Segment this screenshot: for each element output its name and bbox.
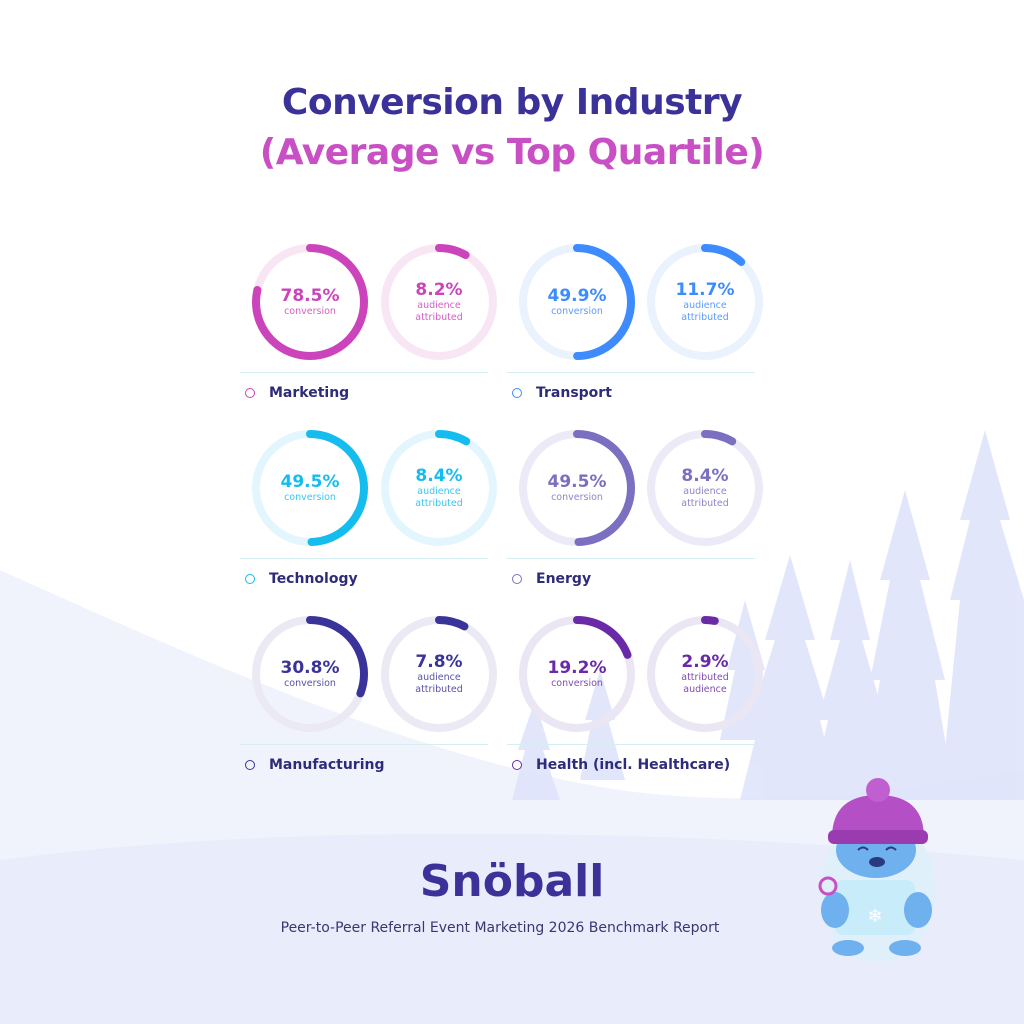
report-title: Peer-to-Peer Referral Event Marketing 20…	[280, 920, 720, 936]
legend-ring-icon	[512, 574, 522, 584]
technology-audience-donut: 8.4% audience attributed	[379, 428, 499, 548]
donut-value: 49.5%	[547, 472, 607, 492]
health-incl-healthcare-conversion-arc	[519, 616, 635, 732]
energy-conversion-arc	[519, 430, 635, 546]
legend-ring-icon	[245, 388, 255, 398]
donut-value: 2.9%	[681, 652, 729, 672]
donut-caption: conversion	[284, 306, 336, 317]
industry-name: Transport	[536, 385, 612, 401]
divider	[507, 372, 755, 373]
transport-conversion-donut: 49.9% conversion	[517, 242, 637, 362]
technology-conversion-donut: 49.5% conversion	[250, 428, 370, 548]
donut-caption: conversion	[284, 678, 336, 689]
donut-caption: audience	[417, 672, 461, 683]
donut-value: 8.2%	[415, 280, 463, 300]
svg-text:❄: ❄	[867, 906, 882, 927]
donut-caption: audience	[417, 486, 461, 497]
health-incl-healthcare-label: Health (incl. Healthcare)	[512, 757, 730, 773]
manufacturing-label: Manufacturing	[245, 757, 385, 773]
brand-logo: Snöball	[419, 856, 605, 907]
marketing-conversion-donut: 78.5% conversion	[250, 242, 370, 362]
divider	[507, 558, 755, 559]
donut-caption: attributed	[681, 312, 729, 323]
donut-caption: audience	[683, 300, 727, 311]
transport-audience-arc	[647, 244, 763, 360]
page-subtitle: (Average vs Top Quartile)	[259, 132, 765, 173]
transport-conversion-arc	[519, 244, 635, 360]
donut-caption: audience	[683, 684, 727, 695]
yeti-mascot-icon: ❄	[818, 778, 936, 962]
donut-value: 8.4%	[415, 466, 463, 486]
energy-conversion-donut: 49.5% conversion	[517, 428, 637, 548]
manufacturing-conversion-arc	[252, 616, 368, 732]
health-incl-healthcare-audience-donut: 2.9% attributed audience	[645, 614, 765, 734]
industry-name: Health (incl. Healthcare)	[536, 757, 731, 773]
donut-value: 7.8%	[415, 652, 463, 672]
donut-caption: attributed	[415, 498, 463, 509]
energy-audience-arc	[647, 430, 763, 546]
legend-ring-icon	[245, 574, 255, 584]
donut-value: 49.5%	[280, 472, 340, 492]
energy-audience-donut: 8.4% audience attributed	[645, 428, 765, 548]
divider	[240, 372, 488, 373]
marketing-audience-donut: 8.2% audience attributed	[379, 242, 499, 362]
donut-caption: conversion	[284, 492, 336, 503]
health-incl-healthcare-audience-arc	[647, 616, 763, 732]
donut-caption: attributed	[681, 498, 729, 509]
industry-name: Manufacturing	[269, 757, 385, 773]
marketing-conversion-arc	[252, 244, 368, 360]
divider	[507, 744, 755, 745]
donut-value: 30.8%	[280, 658, 340, 678]
donut-caption: conversion	[551, 678, 603, 689]
energy-label: Energy	[512, 571, 591, 587]
donut-value: 19.2%	[547, 658, 607, 678]
donut-value: 8.4%	[681, 466, 729, 486]
legend-ring-icon	[512, 760, 522, 770]
divider	[240, 744, 488, 745]
donut-value: 49.9%	[547, 286, 607, 306]
technology-label: Technology	[245, 571, 358, 587]
health-incl-healthcare-conversion-donut: 19.2% conversion	[517, 614, 637, 734]
marketing-audience-arc	[381, 244, 497, 360]
transport-audience-donut: 11.7% audience attributed	[645, 242, 765, 362]
donut-caption: audience	[417, 300, 461, 311]
technology-audience-arc	[381, 430, 497, 546]
industry-name: Technology	[269, 571, 358, 587]
donut-caption: attributed	[415, 684, 463, 695]
manufacturing-conversion-donut: 30.8% conversion	[250, 614, 370, 734]
page-title: Conversion by Industry	[281, 82, 743, 123]
donut-value: 78.5%	[280, 286, 340, 306]
industry-name: Energy	[536, 571, 592, 587]
donut-caption: attributed	[681, 672, 729, 683]
legend-ring-icon	[512, 388, 522, 398]
donut-caption: attributed	[415, 312, 463, 323]
donut-caption: audience	[683, 486, 727, 497]
transport-label: Transport	[512, 385, 612, 401]
donut-caption: conversion	[551, 492, 603, 503]
manufacturing-audience-arc	[381, 616, 497, 732]
donut-value: 11.7%	[675, 280, 735, 300]
industry-name: Marketing	[269, 385, 350, 401]
legend-ring-icon	[245, 760, 255, 770]
technology-conversion-arc	[252, 430, 368, 546]
divider	[240, 558, 488, 559]
marketing-label: Marketing	[245, 385, 349, 401]
manufacturing-audience-donut: 7.8% audience attributed	[379, 614, 499, 734]
donut-caption: conversion	[551, 306, 603, 317]
